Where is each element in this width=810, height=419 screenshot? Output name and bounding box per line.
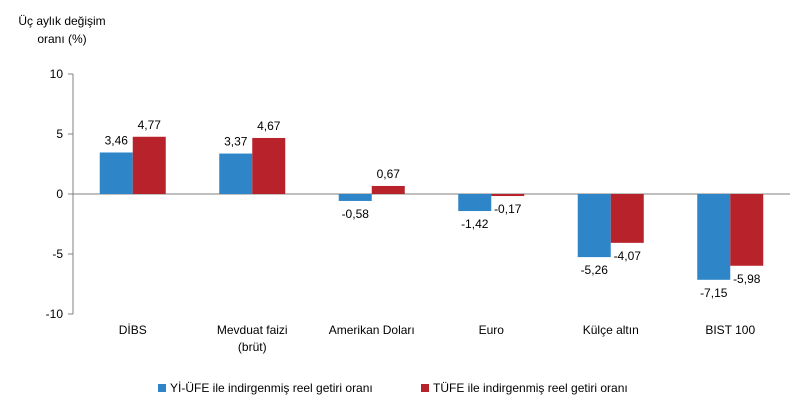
category-label: (brüt): [238, 340, 267, 354]
x-axis-category-labels: DİBS Mevduat faizi (brüt) Amerikan Doları Eu…: [119, 323, 756, 354]
y-tick-label: 5: [56, 127, 63, 141]
bar-series-2: [252, 137, 286, 194]
y-axis: 10 5 0 -5 -10: [46, 67, 790, 321]
bar-series-1: [99, 152, 133, 194]
data-label-series-2: 4,77: [138, 118, 162, 132]
data-label-series-1: -5,26: [581, 263, 609, 277]
y-tick-label: 10: [50, 67, 64, 81]
bar-series-2: [132, 136, 166, 194]
data-label-series-1: 3,37: [224, 135, 248, 149]
data-label-series-1: -0,58: [342, 207, 370, 221]
data-label-series-2: 4,67: [257, 119, 281, 133]
bar-series-1: [338, 194, 372, 201]
y-axis-title-line: Üç aylık değişim: [18, 14, 105, 28]
y-tick-label: -5: [52, 247, 63, 261]
category-label: Mevduat faizi: [217, 323, 288, 337]
data-labels: 3,46 4,77 3,37 4,67 -0,58 0,67 -1,42 -0,17 -5,26…: [105, 118, 761, 300]
data-label-series-1: -1,42: [461, 217, 489, 231]
category-label: BIST 100: [705, 323, 755, 337]
bar-series-2: [610, 194, 644, 243]
bar-series-1: [697, 194, 731, 280]
legend: Yİ-ÜFE ile indirgenmiş reel getiri oranı…: [158, 381, 628, 395]
bar-series-2: [491, 194, 525, 197]
bar-series-1: [219, 153, 253, 194]
data-label-series-2: -5,98: [733, 272, 761, 286]
legend-swatch-series-2: [421, 384, 429, 392]
data-label-series-2: -4,07: [614, 249, 642, 263]
data-label-series-1: 3,46: [105, 133, 129, 147]
y-tick-label: 0: [56, 187, 63, 201]
bar-series-1: [458, 194, 492, 212]
category-label: Euro: [479, 323, 505, 337]
category-label: DİBS: [119, 323, 147, 337]
y-axis-title: Üç aylık değişim oranı (%): [18, 14, 105, 46]
bars: [99, 136, 764, 280]
category-label: Külçe altın: [583, 323, 639, 337]
legend-swatch-series-1: [158, 384, 166, 392]
legend-label-series-1: Yİ-ÜFE ile indirgenmiş reel getiri oranı: [170, 381, 373, 395]
data-label-series-1: -7,15: [700, 286, 728, 300]
category-label: Amerikan Doları: [329, 323, 415, 337]
legend-label-series-2: TÜFE ile indirgenmiş reel getiri oranı: [433, 381, 628, 395]
bar-series-2: [730, 194, 764, 266]
bar-series-2: [371, 185, 405, 194]
data-label-series-2: -0,17: [494, 202, 522, 216]
bar-series-1: [577, 194, 611, 258]
y-axis-title-line: oranı (%): [37, 32, 86, 46]
y-tick-label: -10: [46, 307, 64, 321]
data-label-series-2: 0,67: [377, 167, 401, 181]
